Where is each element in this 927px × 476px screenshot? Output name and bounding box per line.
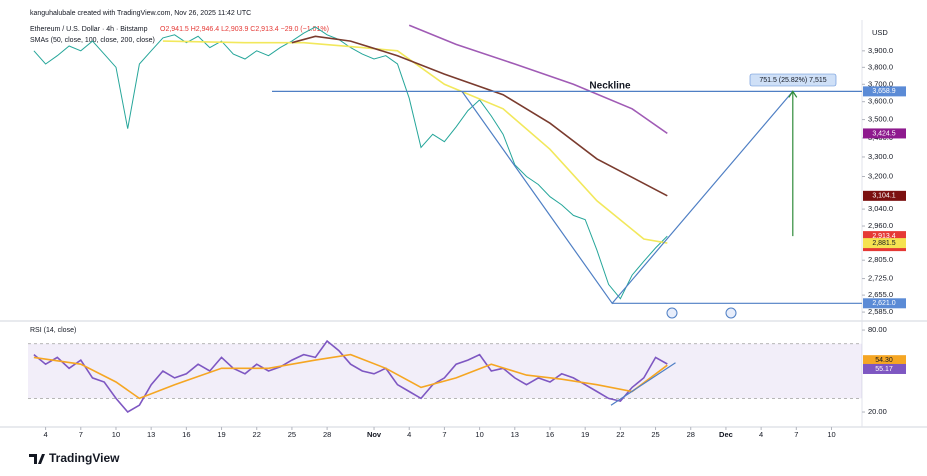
price-tag <box>863 355 906 366</box>
x-tick-label: 13 <box>511 430 519 439</box>
y-tick-label: 3,300.0 <box>868 152 893 161</box>
arrow-head <box>788 90 798 98</box>
series-line <box>162 40 668 244</box>
price-tag-label: 3,104.1 <box>872 193 895 200</box>
y-tick-label: 2,655.0 <box>868 290 893 299</box>
x-tick-label: Nov <box>367 430 382 439</box>
price-tag-label: 3,658.9 <box>872 88 895 95</box>
x-tick-label: 10 <box>112 430 120 439</box>
ohlc: O2,941.5 H2,946.4 L2,903.9 C2,913.4 −29.… <box>160 26 329 33</box>
y-tick-label: 3,800.0 <box>868 62 893 71</box>
rsi-band <box>28 343 862 399</box>
price-tag-label: 2,621.0 <box>872 300 895 307</box>
x-tick-label: 28 <box>323 430 331 439</box>
y-tick-label: 2,960.0 <box>868 221 893 230</box>
price-tag <box>863 190 906 201</box>
x-tick-label: 4 <box>759 430 763 439</box>
series-line <box>33 353 668 400</box>
x-tick-label: 28 <box>687 430 695 439</box>
y-tick-label: 3,900.0 <box>868 46 893 55</box>
series-line <box>291 35 668 197</box>
x-tick-label: 25 <box>288 430 296 439</box>
price-tag <box>863 86 906 97</box>
x-tick-label: 10 <box>475 430 483 439</box>
y-tick-label: 2,805.0 <box>868 255 893 264</box>
x-tick-label: 22 <box>253 430 261 439</box>
x-tick-label: 10 <box>827 430 835 439</box>
logo-text: TradingView <box>49 451 120 465</box>
price-tag-label: 3,424.5 <box>872 130 895 137</box>
price-tag <box>863 128 906 139</box>
y-tick-label: 80.00 <box>868 325 887 334</box>
logo: TradingView <box>29 451 120 465</box>
indicator-title: RSI (14, close) <box>30 327 76 334</box>
unit-label: USD <box>872 28 888 37</box>
credit: kanguhalubale created with TradingView.c… <box>30 10 251 17</box>
series-line <box>33 26 668 300</box>
y-tick-label: 3,700.0 <box>868 79 893 88</box>
y-tick-label: 3,040.0 <box>868 204 893 213</box>
y-tick-label: 3,500.0 <box>868 115 893 124</box>
annotation-box <box>749 73 837 87</box>
x-tick-label: 7 <box>442 430 446 439</box>
annotation: 751.5 (25.82%) 7,515 <box>759 77 826 84</box>
price-tag-label: 55.17 <box>875 366 893 373</box>
event-icon[interactable] <box>725 307 737 319</box>
x-tick-label: 25 <box>651 430 659 439</box>
x-tick-label: 7 <box>794 430 798 439</box>
y-tick-label: 20.00 <box>868 407 887 416</box>
indicator: SMAs (50, close, 100, close, 200, close) <box>30 37 155 44</box>
trend-drawing <box>610 362 676 406</box>
x-tick-label: 16 <box>546 430 554 439</box>
x-tick-label: 13 <box>147 430 155 439</box>
x-tick-label: 4 <box>44 430 48 439</box>
price-tag <box>863 238 906 249</box>
price-tag-label: 54.30 <box>875 357 893 364</box>
y-tick-label: 2,585.0 <box>868 307 893 316</box>
x-tick-label: 7 <box>79 430 83 439</box>
x-tick-label: 4 <box>407 430 411 439</box>
annotation: Neckline <box>589 81 631 92</box>
series-line <box>33 339 668 414</box>
event-icon[interactable] <box>666 307 678 319</box>
x-tick-label: Dec <box>719 430 733 439</box>
x-tick-label: 19 <box>217 430 225 439</box>
x-tick-label: 19 <box>581 430 589 439</box>
x-tick-label: 22 <box>616 430 624 439</box>
price-tag-label: 2,881.5 <box>872 240 895 247</box>
y-tick-label: 3,200.0 <box>868 171 893 180</box>
series-line <box>408 24 668 135</box>
price-tag <box>863 363 906 374</box>
y-tick-label: 3,600.0 <box>868 97 893 106</box>
x-tick-label: 16 <box>182 430 190 439</box>
symbol: Ethereum / U.S. Dollar · 4h · Bitstamp <box>30 26 148 33</box>
price-tag <box>863 298 906 309</box>
y-tick-label: 2,725.0 <box>868 274 893 283</box>
price-tag-label: 2,913.4 <box>872 233 895 240</box>
